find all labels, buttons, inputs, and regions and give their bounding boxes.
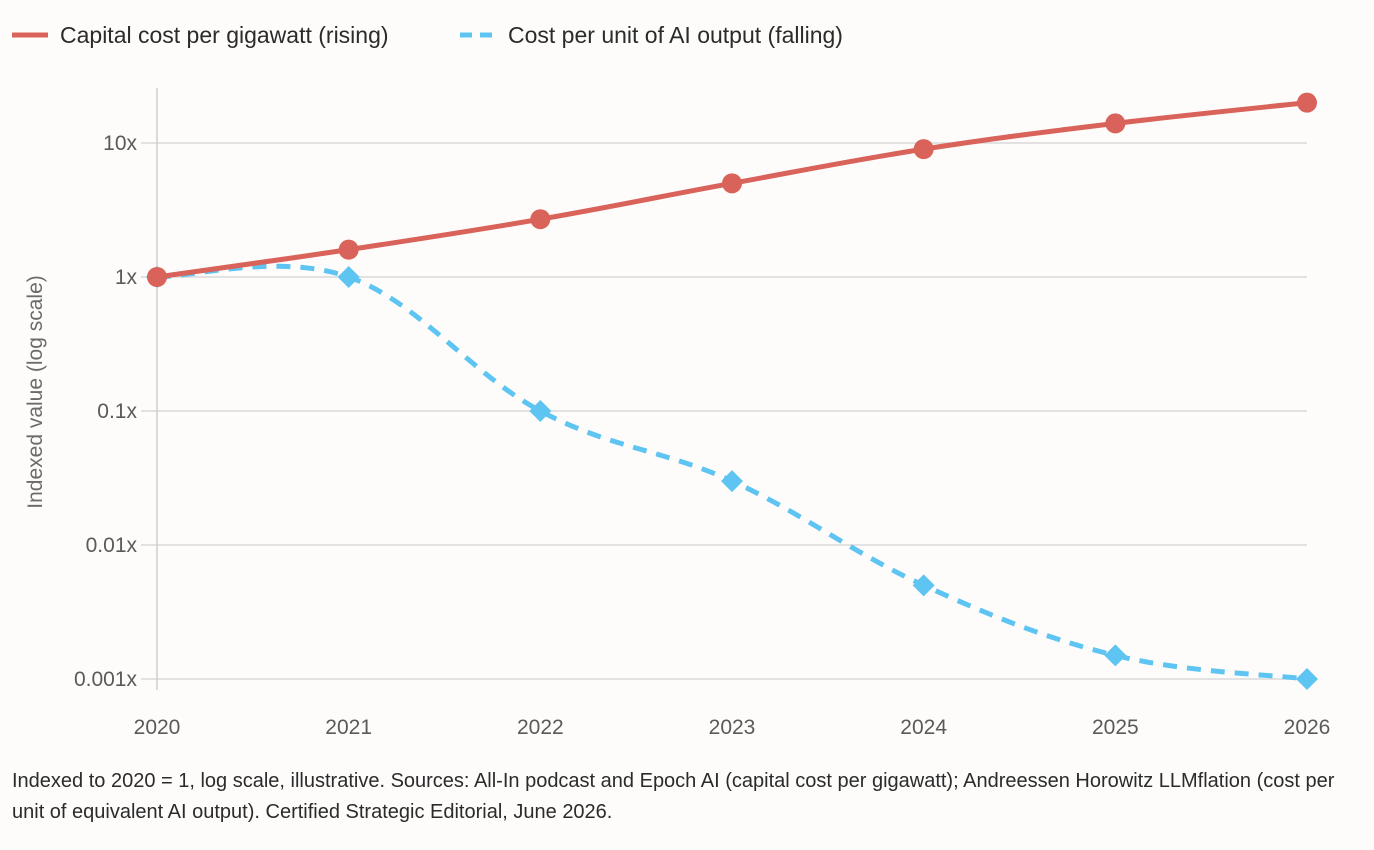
data-point-circle: [338, 239, 359, 260]
data-point-diamond: [721, 470, 743, 493]
y-tick-label: 0.001x: [74, 668, 138, 691]
data-point-diamond: [1296, 668, 1318, 690]
x-tick-label: 2024: [900, 716, 947, 739]
legend-label: Cost per unit of AI output (falling): [508, 22, 843, 48]
legend: Capital cost per gigawatt (rising) Cost p…: [12, 22, 843, 48]
y-tick-label: 1x: [115, 266, 138, 289]
data-point-circle: [722, 173, 742, 194]
data-point-circle: [1297, 92, 1317, 113]
data-point-diamond: [1104, 644, 1127, 667]
series-capital-cost: [147, 92, 1317, 287]
chart: Capital cost per gigawatt (rising) Cost p…: [12, 22, 1331, 739]
gridlines: [141, 142, 1307, 680]
data-point-diamond: [337, 266, 360, 288]
legend-item: Capital cost per gigawatt (rising): [12, 22, 389, 48]
data-point-diamond: [529, 400, 552, 422]
legend-item: Cost per unit of AI output (falling): [460, 22, 843, 48]
data-point-diamond: [912, 574, 935, 597]
x-tick-labels: 2020 2021 2022 2023 2024 2025 2026: [134, 716, 1331, 739]
y-axis-title: Indexed value (log scale): [24, 275, 47, 508]
y-tick-labels: 10x 1x 0.1x 0.01x 0.001x: [74, 132, 138, 691]
data-point-circle: [147, 267, 167, 287]
series-ai-output-cost: [146, 263, 1318, 690]
series-layer: [146, 92, 1318, 690]
x-tick-label: 2021: [325, 716, 372, 739]
x-tick-label: 2022: [517, 716, 564, 739]
y-tick-label: 10x: [103, 132, 137, 155]
chart-caption: Indexed to 2020 = 1, log scale, illustra…: [12, 770, 1335, 823]
data-point-circle: [913, 139, 934, 160]
x-tick-label: 2023: [709, 716, 756, 739]
legend-label: Capital cost per gigawatt (rising): [60, 22, 389, 48]
y-tick-label: 0.01x: [86, 534, 138, 557]
y-tick-label: 0.1x: [97, 400, 137, 423]
data-point-circle: [1105, 113, 1126, 134]
x-tick-label: 2025: [1092, 716, 1139, 739]
x-tick-label: 2026: [1284, 716, 1331, 739]
x-tick-label: 2020: [134, 716, 181, 739]
data-point-circle: [530, 209, 551, 230]
